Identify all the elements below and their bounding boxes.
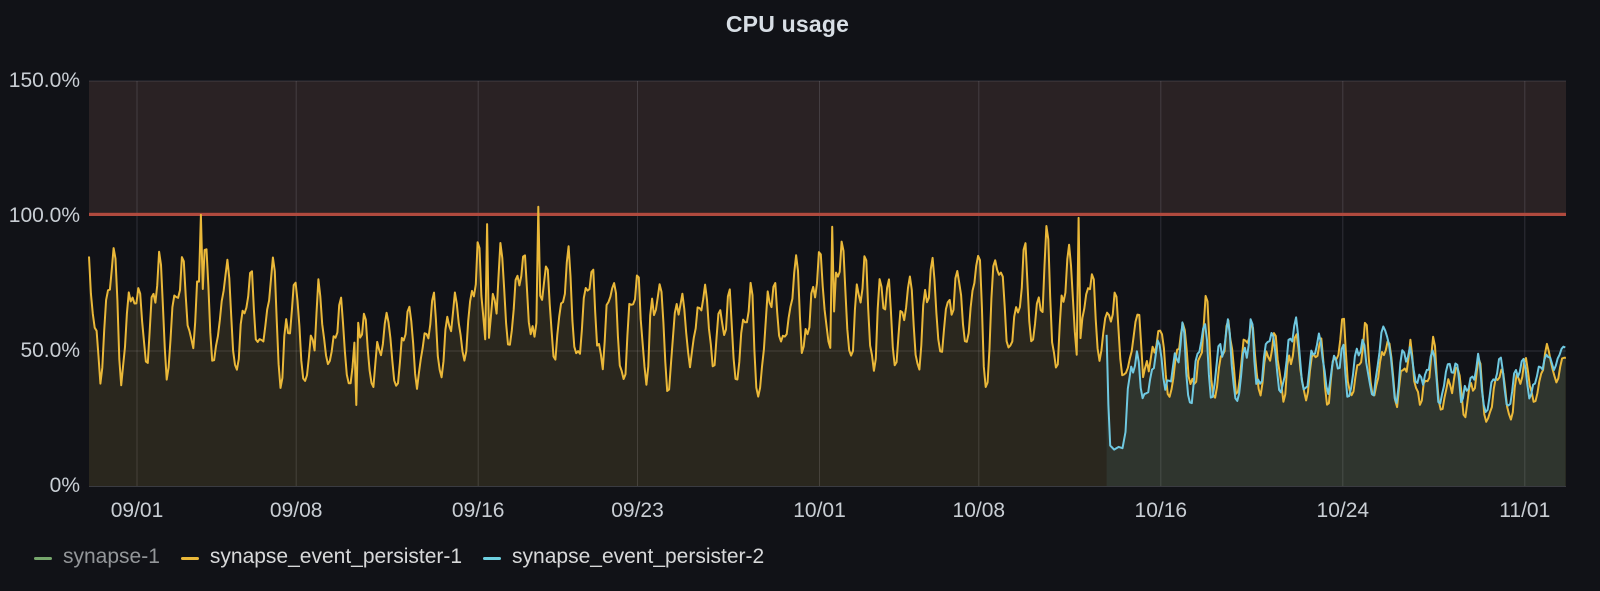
svg-text:10/24: 10/24 <box>1317 499 1370 522</box>
svg-text:50.0%: 50.0% <box>20 339 80 362</box>
svg-text:09/16: 09/16 <box>452 499 505 522</box>
svg-text:150.0%: 150.0% <box>9 69 80 92</box>
svg-text:100.0%: 100.0% <box>9 204 80 227</box>
svg-text:10/08: 10/08 <box>953 499 1006 522</box>
svg-text:09/08: 09/08 <box>270 499 323 522</box>
svg-text:10/01: 10/01 <box>793 499 846 522</box>
svg-text:09/01: 09/01 <box>111 499 164 522</box>
svg-text:0%: 0% <box>50 474 80 497</box>
svg-text:09/23: 09/23 <box>611 499 664 522</box>
svg-text:10/16: 10/16 <box>1135 499 1188 522</box>
svg-text:11/01: 11/01 <box>1499 499 1550 522</box>
